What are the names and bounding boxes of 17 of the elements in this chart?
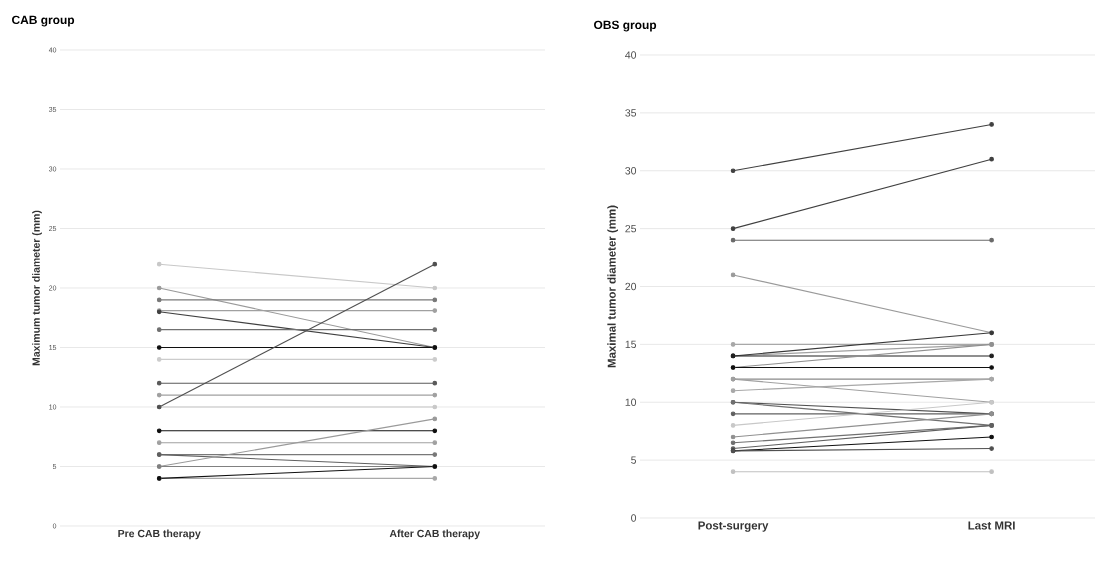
x-tick-label: Last MRI (968, 521, 1015, 530)
y-tick-label: 20 (625, 282, 637, 291)
y-tick-label: 35 (625, 109, 637, 117)
y-axis-title: Maximum tumor diameter (mm) (32, 210, 42, 366)
y-tick-label: 15 (625, 340, 637, 349)
y-axis-title: Maximal tumor diameter (mm) (607, 205, 619, 368)
y-tick-label: 0 (631, 514, 637, 522)
x-tick-label: After CAB therapy (389, 529, 481, 540)
y-tick-label: 25 (625, 224, 637, 233)
y-tick-label: 40 (625, 51, 637, 59)
x-tick-label: Post-surgery (698, 521, 769, 532)
y-tick-label: 10 (625, 398, 637, 406)
chart-title: CAB group (12, 15, 75, 27)
y-tick-label: 5 (631, 456, 637, 464)
chart-title: OBS group (594, 20, 657, 32)
y-tick-label: 30 (625, 167, 637, 175)
x-tick-label: Pre CAB therapy (118, 529, 201, 540)
